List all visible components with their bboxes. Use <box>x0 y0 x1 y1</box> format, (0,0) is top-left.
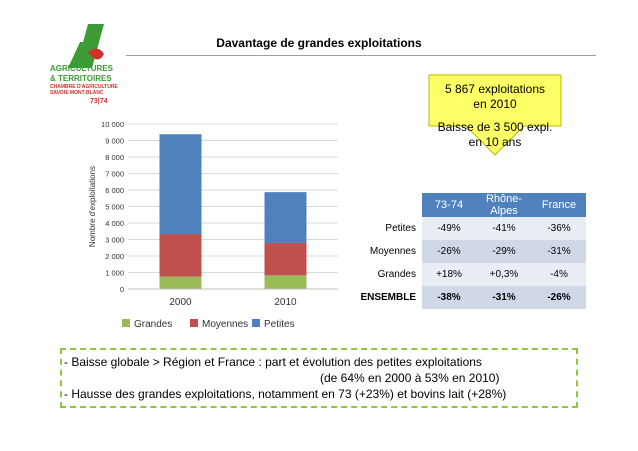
x-tick-label: 2010 <box>274 297 297 308</box>
page-title: Davantage de grandes exploitations <box>216 36 422 50</box>
table-cell: -41% <box>476 217 532 240</box>
y-tick-label: 3 000 <box>105 236 124 245</box>
table-row-total: ENSEMBLE -38% -31% -26% <box>340 286 586 309</box>
table-cell: -49% <box>422 217 476 240</box>
logo-text-line1: AGRICULTURES <box>50 64 113 73</box>
y-tick-label: 10 000 <box>101 120 124 129</box>
y-tick-label: 4 000 <box>105 219 124 228</box>
table-cell: -29% <box>476 240 532 263</box>
bar-grandes-2010 <box>264 275 307 289</box>
table-cell: -26% <box>532 286 586 309</box>
table-row: Moyennes -26% -29% -31% <box>340 240 586 263</box>
callout-line3: Baisse de 3 500 expl. <box>437 120 553 134</box>
callout-text: 5 867 exploitations en 2010 Baisse de 3 … <box>428 82 562 150</box>
y-tick-label: 1 000 <box>105 269 124 278</box>
table-header-row: 73-74 Rhône-Alpes France <box>340 193 586 217</box>
table-cell: -31% <box>476 286 532 309</box>
y-tick-label: 9 000 <box>105 137 124 146</box>
bar-petites-2000 <box>159 134 202 235</box>
legend-label-grandes: Grandes <box>134 319 172 330</box>
y-tick-label: 0 <box>120 285 124 294</box>
chamber-logo <box>68 24 104 68</box>
bar-moyennes-2010 <box>264 242 307 276</box>
table-cell: -26% <box>422 240 476 263</box>
bar-moyennes-2000 <box>159 234 202 277</box>
y-axis-label: Nombre d'exploitations <box>88 166 97 247</box>
legend-label-petites: Petites <box>264 319 295 330</box>
note-line2: (de 64% en 2000 à 53% en 2010) <box>320 371 500 385</box>
header-divider <box>126 55 596 56</box>
logo-department-numbers: 73|74 <box>90 98 108 105</box>
legend-swatch-moyennes <box>190 319 198 327</box>
col-header-73-74: 73-74 <box>422 193 476 217</box>
callout-line4: en 10 ans <box>468 135 522 149</box>
legend-swatch-petites <box>252 319 260 327</box>
logo-text-line3a: CHAMBRE D'AGRICULTURE <box>50 84 118 90</box>
y-tick-label: 5 000 <box>105 203 124 212</box>
table-cell: +0,3% <box>476 263 532 286</box>
table-cell: +18% <box>422 263 476 286</box>
row-label: Moyennes <box>340 240 422 263</box>
col-header-rhone-alpes-label: Rhône-Alpes <box>485 193 523 217</box>
y-tick-label: 6 000 <box>105 186 124 195</box>
table-cell: -38% <box>422 286 476 309</box>
bar-petites-2010 <box>264 192 307 243</box>
table-row: Grandes +18% +0,3% -4% <box>340 263 586 286</box>
table-cell: -4% <box>532 263 586 286</box>
note-line1: - Baisse globale > Région et France : pa… <box>64 355 482 369</box>
x-tick-label: 2000 <box>169 297 192 308</box>
logo-text-line3b: SAVOIE MONT-BLANC <box>50 90 104 96</box>
table-row: Petites -49% -41% -36% <box>340 217 586 240</box>
table-cell: -31% <box>532 240 586 263</box>
evolution-table: 73-74 Rhône-Alpes France Petites -49% -4… <box>340 193 586 309</box>
callout-bubble <box>428 74 562 156</box>
y-tick-label: 2 000 <box>105 252 124 261</box>
table-cell: -36% <box>532 217 586 240</box>
legend-label-moyennes: Moyennes <box>202 319 248 330</box>
logo-text-line2: & TERRITOIRES <box>50 74 112 83</box>
legend-swatch-grandes <box>122 319 130 327</box>
logo-text-line3: CHAMBRE D'AGRICULTURE SAVOIE MONT-BLANC <box>50 84 118 96</box>
row-label: Petites <box>340 217 422 240</box>
logo-leaf-icon <box>76 24 104 68</box>
notes-box: - Baisse globale > Région et France : pa… <box>60 348 578 408</box>
col-header-rhone-alpes: Rhône-Alpes <box>476 193 532 217</box>
y-tick-label: 7 000 <box>105 170 124 179</box>
row-label: Grandes <box>340 263 422 286</box>
callout-line2: en 2010 <box>473 97 517 111</box>
row-label: ENSEMBLE <box>340 286 422 309</box>
callout-line1: 5 867 exploitations <box>444 82 546 96</box>
y-tick-label: 8 000 <box>105 153 124 162</box>
note-line3: - Hausse des grandes exploitations, nota… <box>64 387 507 401</box>
col-header-france: France <box>532 193 586 217</box>
bar-grandes-2000 <box>159 276 202 289</box>
